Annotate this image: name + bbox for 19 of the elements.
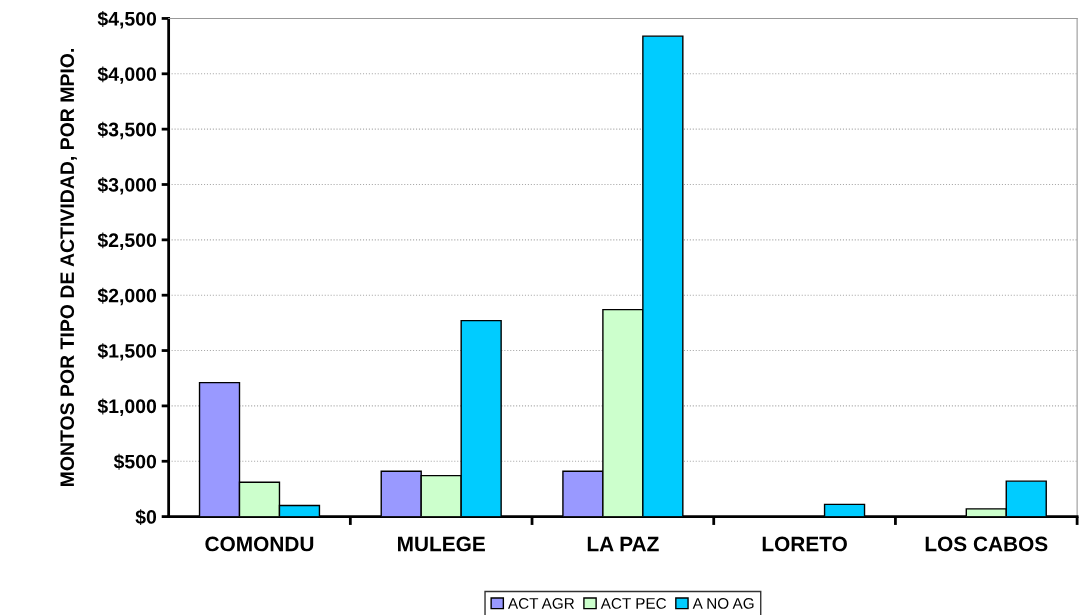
y-tick-label: $2,500 bbox=[97, 232, 157, 250]
x-tick-label: LA PAZ bbox=[587, 536, 659, 552]
y-tick-label: $1,500 bbox=[97, 343, 157, 361]
y-tick-label: $0 bbox=[135, 509, 157, 526]
legend-label: A NO AG bbox=[692, 598, 754, 609]
x-tick-label: LOS CABOS bbox=[925, 536, 1048, 552]
y-tick-label: $4,000 bbox=[97, 66, 157, 84]
y-tick-label: $3,000 bbox=[97, 177, 157, 195]
y-tick-label: $3,500 bbox=[97, 121, 157, 140]
legend-label: ACT AGR bbox=[507, 598, 575, 609]
y-tick-label: $1,000 bbox=[97, 398, 157, 416]
y-tick-label: $500 bbox=[113, 453, 157, 470]
y-tick-label: $4,500 bbox=[97, 11, 157, 29]
x-tick-label: COMONDU bbox=[205, 536, 314, 552]
legend-label: ACT PEC bbox=[600, 598, 667, 609]
x-tick-label: MULEGE bbox=[398, 536, 485, 552]
y-tick-label: $2,000 bbox=[97, 287, 157, 306]
x-tick-label: LORETO bbox=[762, 536, 847, 552]
y-axis-title: MONTOS POR TIPO DE ACTIVIDAD, POR MPIO. bbox=[60, 49, 77, 487]
